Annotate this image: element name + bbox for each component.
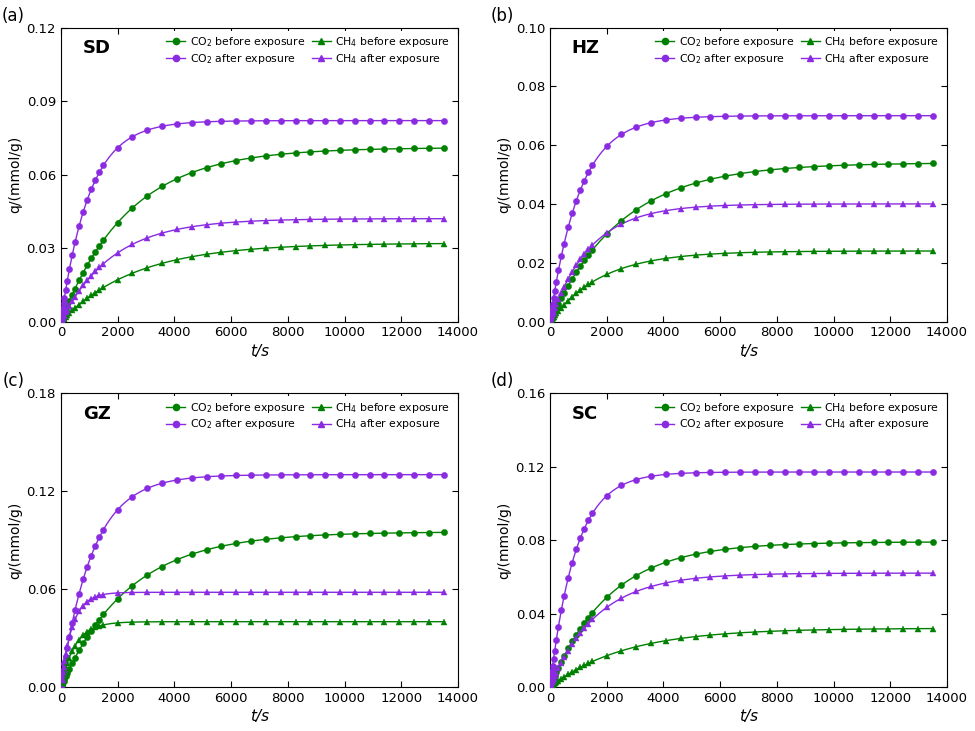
Text: (d): (d) [490,372,514,390]
Text: GZ: GZ [83,405,110,423]
Text: SD: SD [83,39,111,57]
X-axis label: t/s: t/s [250,344,269,359]
Legend: CO$_2$ before exposure, CO$_2$ after exposure, CH$_4$ before exposure, CH$_4$ af: CO$_2$ before exposure, CO$_2$ after exp… [650,396,944,436]
Text: (c): (c) [3,372,25,390]
Text: (b): (b) [490,7,514,25]
X-axis label: t/s: t/s [250,709,269,724]
Text: SC: SC [571,405,598,423]
Legend: CO$_2$ before exposure, CO$_2$ after exposure, CH$_4$ before exposure, CH$_4$ af: CO$_2$ before exposure, CO$_2$ after exp… [162,396,454,436]
Legend: CO$_2$ before exposure, CO$_2$ after exposure, CH$_4$ before exposure, CH$_4$ af: CO$_2$ before exposure, CO$_2$ after exp… [650,31,944,70]
Text: (a): (a) [2,7,25,25]
Y-axis label: q/(mmol/g): q/(mmol/g) [9,501,22,579]
X-axis label: t/s: t/s [739,709,758,724]
Y-axis label: q/(mmol/g): q/(mmol/g) [9,136,22,213]
Text: HZ: HZ [571,39,600,57]
Y-axis label: q/(mmol/g): q/(mmol/g) [497,501,512,579]
Y-axis label: q/(mmol/g): q/(mmol/g) [497,136,512,213]
Legend: CO$_2$ before exposure, CO$_2$ after exposure, CH$_4$ before exposure, CH$_4$ af: CO$_2$ before exposure, CO$_2$ after exp… [162,31,454,70]
X-axis label: t/s: t/s [739,344,758,359]
